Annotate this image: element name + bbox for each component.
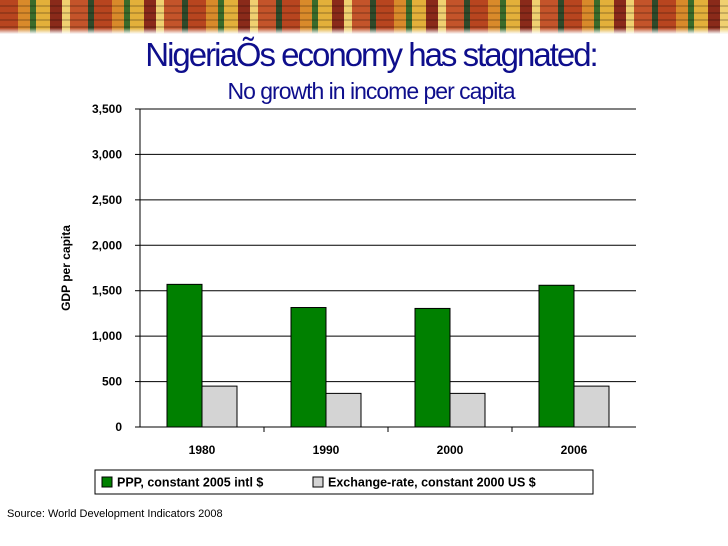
y-axis-label: GDP per capita (59, 225, 73, 311)
axes (139, 109, 636, 428)
x-tick-label: 1990 (313, 443, 340, 457)
legend: PPP, constant 2005 intl $ Exchange-rate, … (94, 469, 594, 495)
x-tick-label: 2000 (437, 443, 464, 457)
y-tick-label: 3,500 (92, 102, 122, 116)
bar-exchange-rate-1990 (325, 392, 362, 428)
legend-box (94, 469, 594, 495)
x-tick-label: 1980 (189, 443, 216, 457)
chart-title: NigeriaÕs economy has stagnated: (145, 36, 598, 73)
y-tick-label: 2,500 (92, 193, 122, 207)
y-tick-label: 0 (115, 420, 122, 434)
bars (166, 283, 610, 428)
y-tick-label: 500 (102, 375, 122, 389)
bar-ppp-2000 (414, 307, 451, 428)
x-tick-labels: 1980 1990 2000 2006 (189, 427, 588, 457)
legend-swatch (101, 476, 113, 488)
y-tick-labels: 0 500 1,000 1,500 2,000 2,500 3,000 3,500 (92, 102, 122, 434)
x-tick-label: 2006 (561, 443, 588, 457)
y-tick-label: 1,000 (92, 329, 122, 343)
bar-exchange-rate-1980 (201, 385, 238, 428)
kente-banner (0, 0, 728, 34)
legend-label: Exchange-rate, constant 2000 US $ (328, 476, 536, 490)
bar-ppp-1990 (290, 307, 327, 428)
bar-exchange-rate-2006 (573, 385, 610, 428)
legend-label: PPP, constant 2005 intl $ (117, 476, 263, 490)
bar-ppp-2006 (538, 284, 575, 428)
legend-swatch (312, 476, 324, 488)
chart-subtitle: No growth in income per capita (227, 78, 515, 104)
source-note: Source: World Development Indicators 200… (7, 508, 223, 520)
y-tick-label: 1,500 (92, 284, 122, 298)
bar-exchange-rate-2000 (449, 392, 486, 428)
y-tick-label: 3,000 (92, 147, 122, 161)
bar-ppp-1980 (166, 283, 203, 428)
y-tick-label: 2,000 (92, 238, 122, 252)
